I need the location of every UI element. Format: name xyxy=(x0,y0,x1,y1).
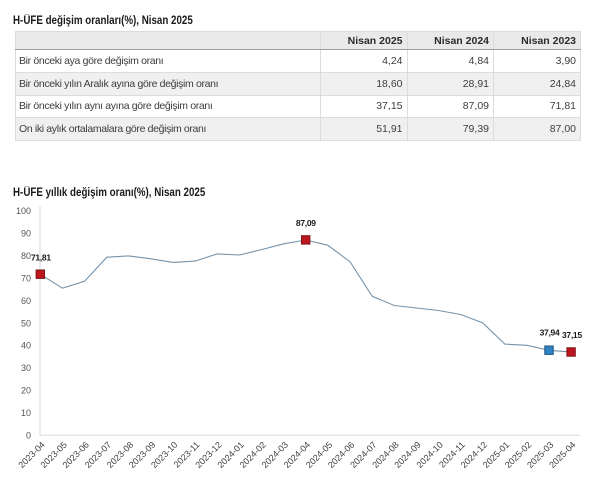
svg-text:0: 0 xyxy=(26,431,31,441)
svg-text:20: 20 xyxy=(21,386,31,396)
svg-text:90: 90 xyxy=(21,229,31,239)
svg-text:80: 80 xyxy=(21,251,31,261)
svg-text:87,09: 87,09 xyxy=(296,218,316,228)
svg-text:70: 70 xyxy=(21,273,31,283)
svg-text:10: 10 xyxy=(21,408,31,418)
svg-text:37,94: 37,94 xyxy=(540,327,560,337)
svg-text:60: 60 xyxy=(21,296,31,306)
svg-text:37,15: 37,15 xyxy=(562,330,582,340)
svg-text:50: 50 xyxy=(21,318,31,328)
svg-text:100: 100 xyxy=(16,206,31,216)
svg-text:40: 40 xyxy=(21,341,31,351)
svg-text:30: 30 xyxy=(21,363,31,373)
svg-text:71,81: 71,81 xyxy=(31,253,51,263)
